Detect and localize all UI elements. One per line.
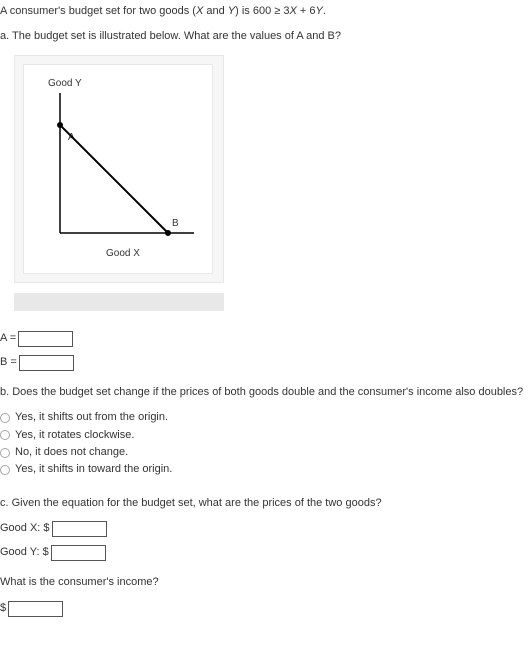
good-y-label: Good Y: $ xyxy=(0,545,49,560)
intro-suffix: ) is 600 ≥ 3 xyxy=(235,5,289,17)
intro-end: . xyxy=(323,5,326,17)
radio-label: No, it does not change. xyxy=(15,445,128,460)
intro-var1: X xyxy=(196,5,206,17)
radio-label: Yes, it shifts in toward the origin. xyxy=(15,462,172,477)
good-x-row: Good X: $ xyxy=(0,521,529,537)
part-b-options: Yes, it shifts out from the origin. Yes,… xyxy=(0,410,529,478)
input-b-label: B = xyxy=(0,355,17,370)
intro-prefix: A consumer's budget set for two goods ( xyxy=(0,5,196,17)
chart-panel: Good Y Good X A B xyxy=(14,55,224,283)
radio-option-3[interactable]: Yes, it shifts in toward the origin. xyxy=(0,462,529,477)
radio-label: Yes, it shifts out from the origin. xyxy=(15,410,168,425)
good-y-row: Good Y: $ xyxy=(0,545,529,561)
input-a-row: A = xyxy=(0,331,529,347)
radio-option-2[interactable]: No, it does not change. xyxy=(0,445,529,460)
input-a-field[interactable] xyxy=(18,331,73,347)
radio-icon xyxy=(0,448,10,458)
good-x-field[interactable] xyxy=(52,521,107,537)
radio-option-1[interactable]: Yes, it rotates clockwise. xyxy=(0,428,529,443)
intro-var3: X xyxy=(289,5,299,17)
intro-text: A consumer's budget set for two goods (X… xyxy=(0,4,529,19)
income-field[interactable] xyxy=(8,601,63,617)
radio-icon xyxy=(0,465,10,475)
radio-icon xyxy=(0,413,10,423)
intro-var2: Y xyxy=(228,5,235,17)
part-c-question: c. Given the equation for the budget set… xyxy=(0,496,529,511)
chart-footer-bar xyxy=(14,293,224,311)
chart-plot-area: Good Y Good X A B xyxy=(23,64,213,274)
part-a-question: a. The budget set is illustrated below. … xyxy=(0,29,529,44)
part-b-question: b. Does the budget set change if the pri… xyxy=(0,385,529,400)
input-b-field[interactable] xyxy=(19,355,74,371)
radio-option-0[interactable]: Yes, it shifts out from the origin. xyxy=(0,410,529,425)
income-label: $ xyxy=(0,601,6,616)
income-question: What is the consumer's income? xyxy=(0,575,529,590)
intro-mid: and xyxy=(206,5,227,17)
intro-var4: Y xyxy=(315,5,322,17)
radio-icon xyxy=(0,430,10,440)
chart-svg xyxy=(24,65,214,275)
good-y-field[interactable] xyxy=(51,545,106,561)
income-row: $ xyxy=(0,601,529,617)
input-b-row: B = xyxy=(0,355,529,371)
input-a-label: A = xyxy=(0,331,16,346)
good-x-label: Good X: $ xyxy=(0,521,50,536)
radio-label: Yes, it rotates clockwise. xyxy=(15,428,134,443)
intro-plus: + 6 xyxy=(300,5,316,17)
